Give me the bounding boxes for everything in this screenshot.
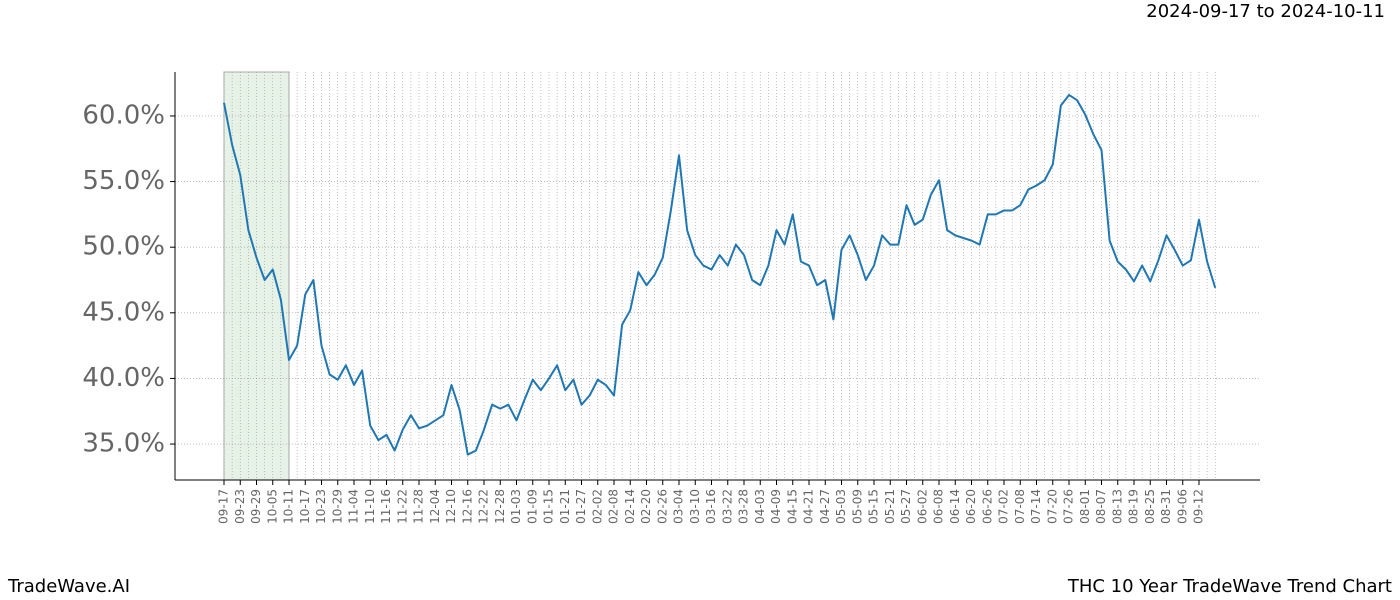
x-tick-label: 07-02 [997, 489, 1011, 524]
x-tick-label: 07-20 [1045, 489, 1059, 524]
x-tick-label: 08-19 [1127, 489, 1141, 524]
x-tick-label: 02-26 [655, 489, 669, 524]
x-tick-label: 06-14 [948, 489, 962, 524]
x-tick-label: 03-28 [737, 489, 751, 524]
x-tick-label: 08-01 [1078, 489, 1092, 524]
chart-title: THC 10 Year TradeWave Trend Chart [1067, 576, 1392, 597]
x-tick-label: 07-08 [1013, 489, 1027, 524]
x-tick-label: 12-28 [493, 489, 507, 524]
x-tick-label: 10-11 [282, 489, 296, 524]
x-tick-label: 01-21 [558, 489, 572, 524]
x-tick-label: 09-17 [217, 489, 231, 524]
x-tick-label: 05-15 [867, 489, 881, 524]
x-tick-label: 11-10 [363, 489, 377, 524]
brand: TradeWave.AI [7, 576, 130, 597]
x-tick-label: 06-26 [980, 489, 994, 524]
x-tick-label: 02-14 [623, 489, 637, 524]
x-tick-label: 10-23 [314, 489, 328, 524]
x-tick-label: 03-04 [672, 489, 686, 524]
x-tick-label: 03-22 [720, 489, 734, 524]
x-tick-label: 12-22 [477, 489, 491, 524]
x-tick-label: 11-04 [347, 489, 361, 524]
x-tick-label: 06-02 [915, 489, 929, 524]
y-tick-label: 35.0% [82, 429, 165, 459]
x-tick-label: 08-07 [1094, 489, 1108, 524]
x-tick-label: 05-27 [899, 489, 913, 524]
x-tick-label: 05-03 [834, 489, 848, 524]
x-tick-label: 01-27 [574, 489, 588, 524]
x-tick-label: 10-05 [265, 489, 279, 524]
x-tick-label: 12-10 [444, 489, 458, 524]
x-tick-label: 09-12 [1192, 489, 1206, 524]
x-tick-label: 11-22 [395, 489, 409, 524]
x-tick-label: 02-20 [639, 489, 653, 524]
x-tick-label: 06-20 [964, 489, 978, 524]
x-tick-label: 11-28 [412, 489, 426, 524]
x-tick-label: 04-27 [818, 489, 832, 524]
y-tick-label: 40.0% [82, 363, 165, 393]
x-tick-label: 01-03 [509, 489, 523, 524]
x-tick-label: 09-29 [249, 489, 263, 524]
x-tick-label: 08-13 [1110, 489, 1124, 524]
x-tick-label: 10-29 [330, 489, 344, 524]
x-tick-label: 10-17 [298, 489, 312, 524]
x-tick-label: 09-06 [1175, 489, 1189, 524]
x-tick-label: 06-08 [932, 489, 946, 524]
x-tick-label: 04-15 [785, 489, 799, 524]
x-tick-label: 11-16 [379, 489, 393, 524]
x-tick-label: 08-25 [1143, 489, 1157, 524]
date-range: 2024-09-17 to 2024-10-11 [1146, 1, 1385, 22]
y-tick-label: 55.0% [82, 166, 165, 196]
y-tick-label: 45.0% [82, 297, 165, 327]
x-tick-label: 03-16 [704, 489, 718, 524]
x-tick-label: 01-09 [525, 489, 539, 524]
x-tick-label: 04-09 [769, 489, 783, 524]
x-tick-label: 08-31 [1159, 489, 1173, 524]
x-tick-label: 12-16 [460, 489, 474, 524]
x-tick-label: 09-23 [233, 489, 247, 524]
x-tick-label: 02-08 [607, 489, 621, 524]
x-tick-label: 07-14 [1029, 489, 1043, 524]
x-tick-label: 03-10 [688, 489, 702, 524]
x-tick-label: 12-04 [428, 489, 442, 524]
x-tick-label: 01-15 [542, 489, 556, 524]
x-tick-label: 05-21 [883, 489, 897, 524]
x-tick-label: 05-09 [850, 489, 864, 524]
trend-line [223, 93, 1217, 456]
y-tick-label: 60.0% [82, 100, 165, 130]
x-tick-label: 07-26 [1062, 489, 1076, 524]
x-tick-label: 02-02 [590, 489, 604, 524]
y-tick-label: 50.0% [82, 232, 165, 262]
x-tick-label: 04-21 [802, 489, 816, 524]
x-tick-label: 04-03 [753, 489, 767, 524]
